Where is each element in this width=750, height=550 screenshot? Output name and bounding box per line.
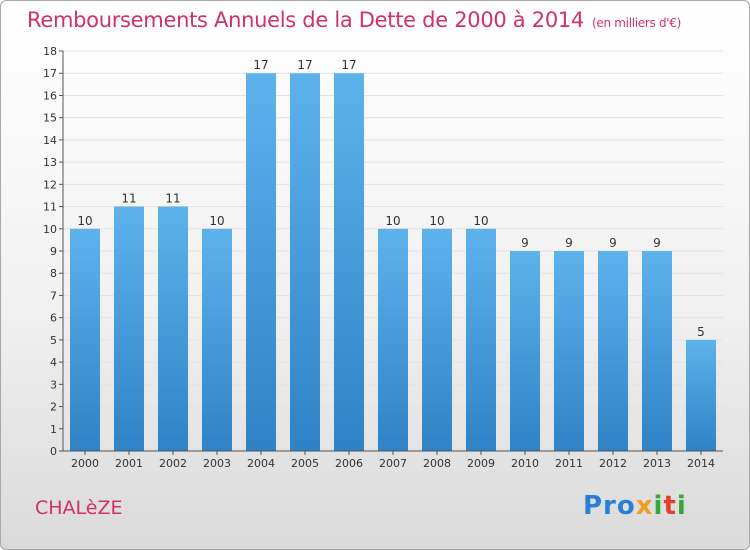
- bar-value-label: 9: [609, 236, 617, 250]
- x-tick-label: 2001: [115, 457, 143, 470]
- bar-value-label: 9: [565, 236, 573, 250]
- y-tick-label: 3: [50, 378, 57, 391]
- bar[interactable]: [422, 228, 452, 451]
- bar-value-label: 17: [253, 58, 268, 72]
- x-tick-label: 2009: [467, 457, 495, 470]
- logo-part-2: x: [635, 491, 654, 521]
- bar[interactable]: [290, 73, 320, 451]
- chart-unit: (en milliers d'€): [592, 16, 682, 30]
- x-tick-label: 2005: [291, 457, 319, 470]
- x-tick-label: 2010: [511, 457, 539, 470]
- chart-title-text: Remboursements Annuels de la Dette de 20…: [27, 8, 584, 32]
- bar-value-label: 17: [297, 58, 312, 72]
- y-tick-label: 12: [43, 178, 57, 191]
- y-tick-label: 7: [50, 289, 57, 302]
- bar[interactable]: [466, 228, 496, 451]
- y-tick-label: 0: [50, 445, 57, 458]
- bar-value-label: 9: [521, 236, 529, 250]
- x-tick-label: 2013: [643, 457, 671, 470]
- y-tick-label: 5: [50, 334, 57, 347]
- logo-part-1: Pro: [583, 491, 636, 521]
- bar-value-label: 5: [697, 325, 705, 339]
- bar-value-label: 11: [165, 192, 180, 206]
- y-tick-label: 15: [43, 112, 57, 125]
- town-name: CHALèZE: [35, 497, 123, 519]
- x-tick-label: 2011: [555, 457, 583, 470]
- logo-part-5: i: [676, 491, 687, 521]
- y-tick-label: 13: [43, 156, 57, 169]
- bar[interactable]: [246, 73, 276, 451]
- bar-value-label: 10: [473, 214, 488, 228]
- bar[interactable]: [114, 206, 144, 451]
- y-tick-label: 1: [50, 423, 57, 436]
- bar[interactable]: [70, 228, 100, 451]
- bar[interactable]: [510, 251, 540, 451]
- bar-value-label: 10: [429, 214, 444, 228]
- logo-part-3: i: [653, 491, 664, 521]
- bars: 10 11 11 10 17 17 17 10 10 10 9 9 9 9 5: [70, 58, 716, 451]
- bar-value-label: 10: [209, 214, 224, 228]
- x-tick-label: 2004: [247, 457, 275, 470]
- y-tick-label: 9: [50, 245, 57, 258]
- bar-value-label: 11: [121, 192, 136, 206]
- bar-value-label: 10: [77, 214, 92, 228]
- y-tick-label: 4: [50, 356, 57, 369]
- bar-value-label: 9: [653, 236, 661, 250]
- x-tick-label: 2002: [159, 457, 187, 470]
- x-tick-label: 2003: [203, 457, 231, 470]
- bar[interactable]: [202, 228, 232, 451]
- logo-part-4: t: [663, 491, 677, 521]
- y-tick-label: 8: [50, 267, 57, 280]
- bar[interactable]: [554, 251, 584, 451]
- x-tick-label: 2000: [71, 457, 99, 470]
- bar[interactable]: [642, 251, 672, 451]
- x-tick-label: 2006: [335, 457, 363, 470]
- y-tick-label: 16: [43, 89, 57, 102]
- x-tick-label: 2014: [687, 457, 715, 470]
- y-tick-label: 11: [43, 201, 57, 214]
- bar[interactable]: [598, 251, 628, 451]
- y-tick-label: 10: [43, 223, 57, 236]
- x-tick-label: 2007: [379, 457, 407, 470]
- y-tick-label: 18: [43, 45, 57, 58]
- bar[interactable]: [158, 206, 188, 451]
- bar[interactable]: [686, 339, 716, 451]
- y-tick-label: 17: [43, 67, 57, 80]
- y-tick-label: 2: [50, 401, 57, 414]
- x-tick-label: 2012: [599, 457, 627, 470]
- bar[interactable]: [378, 228, 408, 451]
- bar-value-label: 10: [385, 214, 400, 228]
- chart-title: Remboursements Annuels de la Dette de 20…: [27, 8, 681, 32]
- bar-value-label: 17: [341, 58, 356, 72]
- y-tick-label: 6: [50, 312, 57, 325]
- x-axis: 2000 2001 2002 2003 2004 2005 2006 2007 2008 2009…: [63, 450, 723, 470]
- y-tick-label: 14: [43, 134, 57, 147]
- x-tick-label: 2008: [423, 457, 451, 470]
- bar[interactable]: [334, 73, 364, 451]
- proxiti-logo[interactable]: Proxiti: [583, 491, 687, 521]
